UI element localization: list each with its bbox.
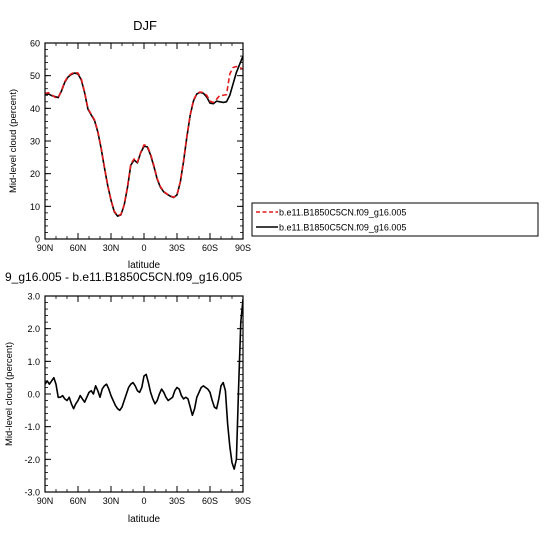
top-chart-title: DJF bbox=[133, 18, 157, 33]
bottom-y-tick-label: 0.0 bbox=[27, 390, 40, 400]
top-chart-xlabel: latitude bbox=[128, 260, 161, 271]
legend-box bbox=[251, 202, 539, 237]
top-plot-area: 90N 60N 30N 0 30S 60S 90S 0 10 20 30 40 50 60 bbox=[30, 39, 251, 254]
bottom-y-tick-label: -1.0 bbox=[24, 422, 40, 432]
bottom-chart-ylabel: Mid-level cloud (percent) bbox=[4, 342, 15, 446]
bottom-y-tick-label: -3.0 bbox=[24, 488, 40, 498]
top-x-tick-label: 90N bbox=[37, 243, 54, 253]
top-x-tick-label: 90S bbox=[235, 243, 251, 253]
top-chart-ylabel: Mid-level cloud (percent) bbox=[8, 89, 19, 193]
legend: b.e11.B1850C5CN.f09_g16.005 b.e11.B1850C… bbox=[251, 202, 539, 237]
top-x-tick-label: 60N bbox=[70, 243, 87, 253]
bottom-plot-area: 90N 60N 30N 0 30S 60S 90S -3.0 -2.0 -1.0 0.0 1.0 2.0… bbox=[24, 292, 251, 507]
bottom-chart: 9_g16.005 - b.e11.B1850C5CN.f09_g16.005 … bbox=[4, 270, 251, 525]
bottom-y-tick-label: 3.0 bbox=[27, 292, 40, 302]
top-x-tick-label: 60S bbox=[202, 243, 218, 253]
bottom-x-tick-label: 30S bbox=[169, 496, 185, 506]
bottom-chart-title: 9_g16.005 - b.e11.B1850C5CN.f09_g16.005 bbox=[5, 270, 243, 284]
bottom-chart-xlabel: latitude bbox=[128, 514, 161, 525]
top-chart: DJF 90N 60N 30N 0 30S 60S 90S 0 10 20 30 40 50 60 Mid… bbox=[8, 18, 251, 271]
top-y-tick-label: 10 bbox=[30, 202, 40, 212]
bottom-y-tick-label: -2.0 bbox=[24, 455, 40, 465]
top-x-tick-label: 30N bbox=[103, 243, 120, 253]
bottom-y-tick-label: 2.0 bbox=[27, 324, 40, 334]
bottom-x-tick-label: 60S bbox=[202, 496, 218, 506]
top-y-tick-label: 60 bbox=[30, 39, 40, 49]
top-plot-frame bbox=[44, 42, 244, 240]
bottom-x-tick-label: 0 bbox=[141, 496, 146, 506]
bottom-x-tick-label: 90S bbox=[235, 496, 251, 506]
bottom-x-tick-label: 90N bbox=[37, 496, 54, 506]
legend-entry-2-label: b.e11.B1850C5CN.f09_g16.005 bbox=[279, 223, 406, 233]
legend-entry-1-label: b.e11.B1850C5CN.f09_g16.005 bbox=[279, 208, 406, 218]
top-y-tick-label: 40 bbox=[30, 104, 40, 114]
bottom-x-tick-label: 30N bbox=[103, 496, 120, 506]
top-x-tick-label: 0 bbox=[141, 243, 146, 253]
top-y-tick-label: 0 bbox=[35, 235, 40, 245]
top-y-tick-label: 30 bbox=[30, 137, 40, 147]
bottom-x-tick-label: 60N bbox=[70, 496, 87, 506]
top-y-tick-label: 20 bbox=[30, 169, 40, 179]
bottom-y-tick-label: 1.0 bbox=[27, 357, 40, 367]
top-y-tick-label: 50 bbox=[30, 71, 40, 81]
top-x-tick-label: 30S bbox=[169, 243, 185, 253]
bottom-series-line-black-solid bbox=[45, 299, 243, 470]
top-series-line-red-dashed bbox=[45, 65, 243, 217]
top-series-line-black-solid bbox=[45, 55, 243, 217]
bottom-plot-frame bbox=[44, 295, 244, 493]
